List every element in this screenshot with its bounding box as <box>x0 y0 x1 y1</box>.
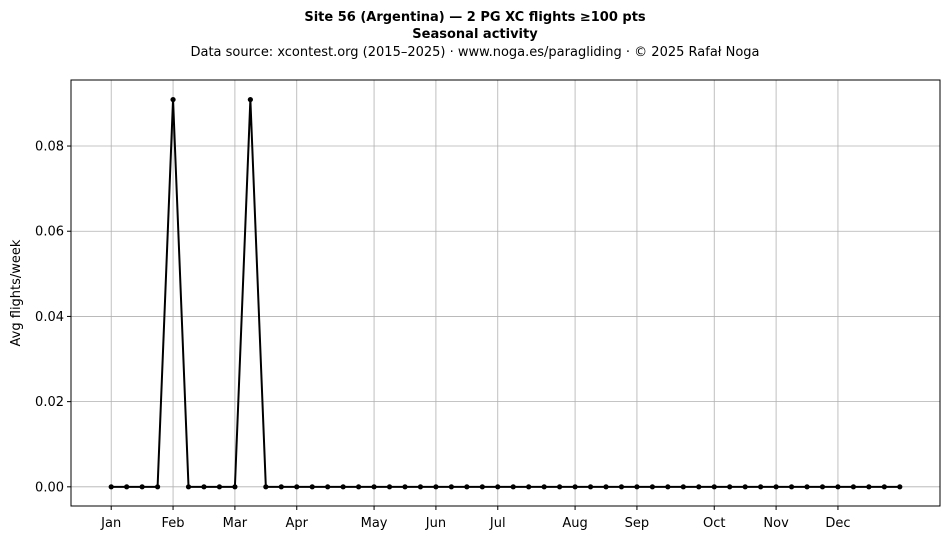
data-point <box>850 484 857 490</box>
x-tick-label: Jan <box>100 516 121 531</box>
series-group <box>108 96 903 490</box>
data-point <box>557 484 563 490</box>
chart-subtitle-bold: Seasonal activity <box>412 27 538 42</box>
data-point <box>665 484 671 490</box>
x-tick-label: Dec <box>825 516 850 531</box>
data-point <box>773 484 779 490</box>
data-point <box>356 484 362 490</box>
x-tick-label: Jul <box>489 516 506 531</box>
data-point <box>758 484 764 490</box>
data-point <box>587 484 594 490</box>
data-point <box>495 484 501 490</box>
data-point <box>649 484 655 490</box>
data-point <box>464 484 470 490</box>
data-point <box>278 484 284 490</box>
data-point <box>696 484 702 490</box>
data-point <box>618 484 625 490</box>
x-tick-label: Apr <box>286 516 309 531</box>
data-point <box>433 484 439 490</box>
data-point <box>804 484 810 490</box>
data-point <box>835 484 841 490</box>
x-tick-label: May <box>361 516 388 531</box>
data-point <box>232 484 238 490</box>
data-point <box>154 484 161 490</box>
grid <box>71 80 940 506</box>
chart-subtitle: Data source: xcontest.org (2015–2025) · … <box>190 45 759 60</box>
data-point <box>680 484 686 490</box>
x-tick-label: Sep <box>625 516 650 531</box>
y-tick-label: 0.02 <box>35 395 64 410</box>
y-tick-label: 0.00 <box>35 480 64 495</box>
data-point <box>371 484 377 490</box>
data-point <box>526 484 532 490</box>
data-point <box>124 484 130 490</box>
data-point <box>727 484 733 490</box>
data-point <box>386 484 393 490</box>
data-point <box>309 484 315 490</box>
data-point <box>402 484 408 490</box>
plot-frame <box>70 79 941 507</box>
data-point <box>263 484 269 490</box>
x-tick-label: Oct <box>703 516 725 531</box>
y-tick-label: 0.08 <box>35 140 64 155</box>
data-point <box>634 484 640 490</box>
data-point <box>572 484 578 490</box>
data-point <box>108 484 114 490</box>
data-point <box>711 484 717 490</box>
data-point <box>897 484 903 490</box>
data-point <box>510 484 516 490</box>
data-point <box>185 484 192 490</box>
data-point <box>881 484 887 490</box>
data-point <box>247 96 253 103</box>
data-point <box>417 484 424 490</box>
chart-title: Site 56 (Argentina) — 2 PG XC flights ≥1… <box>304 10 646 25</box>
y-tick-label: 0.06 <box>35 225 64 240</box>
data-point <box>819 484 826 490</box>
series-line <box>111 98 900 488</box>
data-point <box>294 484 300 490</box>
data-point <box>866 484 872 490</box>
data-point <box>340 484 346 490</box>
x-axis: Jan Feb Mar Apr May Jun Jul Aug Sep Oct Nov Dec <box>100 506 851 531</box>
y-tick-label: 0.04 <box>35 310 64 325</box>
y-axis: 0.00 0.02 0.04 0.06 0.08 <box>35 140 71 495</box>
data-point <box>448 484 454 490</box>
x-tick-label: Nov <box>763 516 789 531</box>
x-tick-label: Feb <box>162 516 185 531</box>
data-point <box>603 484 609 490</box>
data-point <box>479 484 485 490</box>
data-point <box>201 484 207 490</box>
data-point <box>170 96 176 103</box>
data-point <box>216 484 223 490</box>
x-tick-label: Mar <box>223 516 248 531</box>
data-point <box>325 484 331 490</box>
data-point <box>139 484 145 490</box>
data-point <box>788 484 795 490</box>
data-point <box>541 484 547 490</box>
x-tick-label: Jun <box>425 516 446 531</box>
data-point <box>742 484 748 490</box>
y-axis-label: Avg flights/week <box>9 239 24 346</box>
x-tick-label: Aug <box>562 516 587 531</box>
